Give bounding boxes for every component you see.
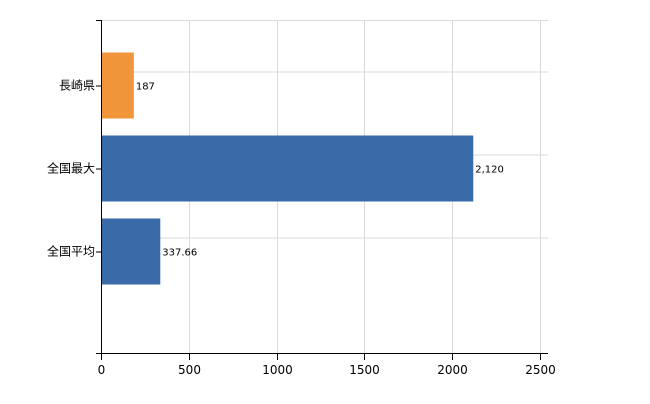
x-tick-label: 1000 — [262, 363, 293, 377]
bar-value-label: 187 — [136, 82, 155, 93]
x-tick-label: 2000 — [437, 363, 468, 377]
bar — [101, 135, 474, 202]
x-tick-label: 500 — [178, 363, 201, 377]
category-label: 全国平均 — [47, 244, 95, 259]
bars — [101, 52, 474, 285]
bar — [101, 52, 134, 119]
labels: 187 長崎県 2,120 全国最大 337.66 全国平均 0 500 1000 1500 200… — [47, 79, 556, 378]
x-tick-label: 2500 — [525, 363, 556, 377]
category-label: 長崎県 — [59, 79, 95, 93]
bar-value-label: 2,120 — [475, 165, 504, 176]
x-tick-label: 0 — [98, 363, 106, 377]
bar-value-label: 337.66 — [162, 248, 197, 259]
axes — [96, 20, 548, 360]
bar — [101, 218, 161, 285]
x-tick-label: 1500 — [349, 363, 380, 377]
category-label: 全国最大 — [47, 161, 95, 176]
